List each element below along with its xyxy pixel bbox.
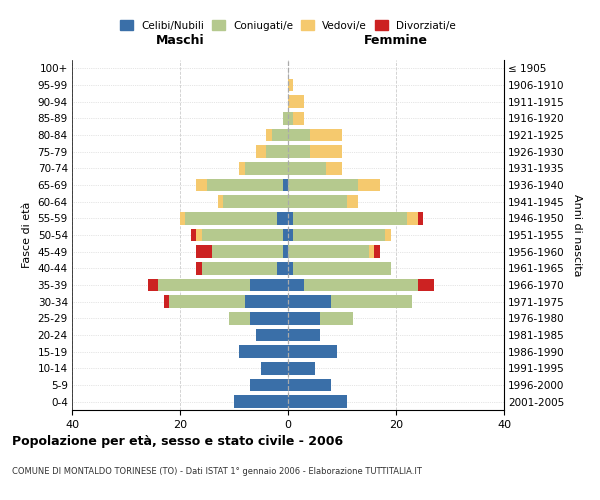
Bar [288, 129, 310, 141]
Bar [288, 179, 358, 192]
Bar [212, 246, 283, 258]
Bar [288, 262, 293, 274]
Bar [293, 262, 391, 274]
Bar [374, 246, 380, 258]
Bar [250, 312, 288, 324]
Bar [320, 312, 353, 324]
Bar [288, 246, 369, 258]
Text: Popolazione per età, sesso e stato civile - 2006: Popolazione per età, sesso e stato civil… [12, 435, 343, 448]
Bar [234, 396, 288, 408]
Bar [164, 296, 169, 308]
Bar [185, 212, 277, 224]
Bar [283, 112, 288, 124]
Bar [261, 362, 288, 374]
Bar [196, 179, 207, 192]
Bar [283, 229, 288, 241]
Bar [277, 262, 288, 274]
Text: COMUNE DI MONTALDO TORINESE (TO) - Dati ISTAT 1° gennaio 2006 - Elaborazione TUT: COMUNE DI MONTALDO TORINESE (TO) - Dati … [12, 468, 422, 476]
Bar [288, 229, 293, 241]
Bar [283, 179, 288, 192]
Bar [245, 162, 288, 174]
Bar [288, 112, 293, 124]
Bar [293, 229, 385, 241]
Bar [288, 162, 326, 174]
Legend: Celibi/Nubili, Coniugati/e, Vedovi/e, Divorziati/e: Celibi/Nubili, Coniugati/e, Vedovi/e, Di… [116, 16, 460, 35]
Bar [288, 279, 304, 291]
Bar [229, 312, 250, 324]
Bar [239, 162, 245, 174]
Bar [288, 396, 347, 408]
Bar [288, 146, 310, 158]
Bar [191, 229, 196, 241]
Bar [310, 129, 342, 141]
Bar [245, 296, 288, 308]
Bar [288, 379, 331, 391]
Bar [288, 212, 293, 224]
Bar [202, 229, 283, 241]
Bar [277, 212, 288, 224]
Bar [283, 246, 288, 258]
Bar [310, 146, 342, 158]
Bar [347, 196, 358, 208]
Bar [358, 179, 380, 192]
Bar [266, 129, 272, 141]
Bar [207, 179, 283, 192]
Bar [196, 229, 202, 241]
Text: Maschi: Maschi [155, 34, 205, 46]
Y-axis label: Anni di nascita: Anni di nascita [572, 194, 581, 276]
Bar [293, 112, 304, 124]
Text: Femmine: Femmine [364, 34, 428, 46]
Bar [202, 262, 277, 274]
Bar [385, 229, 391, 241]
Bar [272, 129, 288, 141]
Bar [288, 312, 320, 324]
Bar [418, 279, 434, 291]
Bar [196, 246, 212, 258]
Bar [293, 212, 407, 224]
Bar [418, 212, 423, 224]
Bar [369, 246, 374, 258]
Bar [288, 296, 331, 308]
Bar [288, 346, 337, 358]
Bar [148, 279, 158, 291]
Bar [256, 146, 266, 158]
Bar [196, 262, 202, 274]
Bar [180, 212, 185, 224]
Bar [266, 146, 288, 158]
Bar [288, 79, 293, 92]
Bar [218, 196, 223, 208]
Bar [331, 296, 412, 308]
Bar [250, 379, 288, 391]
Bar [288, 96, 304, 108]
Bar [288, 329, 320, 341]
Bar [288, 196, 347, 208]
Bar [250, 279, 288, 291]
Bar [304, 279, 418, 291]
Bar [158, 279, 250, 291]
Bar [288, 362, 315, 374]
Bar [223, 196, 288, 208]
Bar [326, 162, 342, 174]
Bar [407, 212, 418, 224]
Bar [169, 296, 245, 308]
Bar [239, 346, 288, 358]
Bar [256, 329, 288, 341]
Y-axis label: Fasce di età: Fasce di età [22, 202, 32, 268]
